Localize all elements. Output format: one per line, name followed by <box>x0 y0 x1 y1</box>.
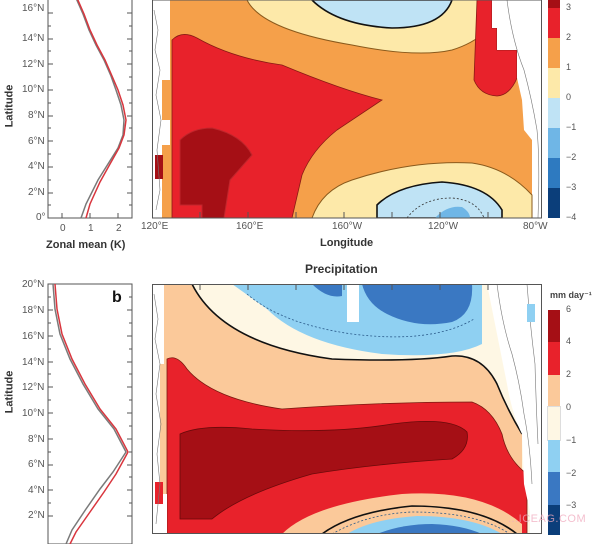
panel-b-y-axis-title: Latitude <box>3 370 16 414</box>
cbar-label: −1 <box>566 122 577 132</box>
cbar-label: −1 <box>566 435 577 445</box>
cbar-label: 0 <box>566 92 572 102</box>
cbar-label: 2 <box>566 32 572 42</box>
y-tick: 6°N <box>28 459 45 470</box>
y-tick: 8°N <box>28 434 45 445</box>
y-tick: 12°N <box>22 382 45 393</box>
zonal-x-tick: 2 <box>116 223 122 234</box>
cbar-label: 6 <box>566 304 572 314</box>
map-x-tick: 120°E <box>141 221 169 232</box>
y-tick: 14°N <box>22 33 45 44</box>
cbar-label: −3 <box>566 500 577 510</box>
y-tick: 2°N <box>28 187 45 198</box>
cbar-label: 4 <box>566 336 572 346</box>
panel-a-colorbar: 3 2 1 0 −1 −2 −3 −4 <box>548 0 588 225</box>
panel-b-zonal-mean-plot <box>47 283 133 544</box>
y-tick: 4°N <box>28 161 45 172</box>
cbar-label: −2 <box>566 152 577 162</box>
y-tick: 16°N <box>22 3 45 14</box>
map-x-tick: 160°W <box>332 221 363 232</box>
panel-a-zonal-mean-plot <box>47 0 133 219</box>
zonal-mean-x-axis-title: Zonal mean (K) <box>46 239 126 251</box>
panel-b-title: Precipitation <box>305 262 378 276</box>
y-tick: 16°N <box>22 331 45 342</box>
cbar-label: −2 <box>566 468 577 478</box>
y-tick: 8°N <box>28 110 45 121</box>
panel-a-y-axis-title: Latitude <box>3 84 16 128</box>
cbar-label: 0 <box>566 402 572 412</box>
y-tick: 18°N <box>22 305 45 316</box>
map-x-tick: 120°W <box>428 221 459 232</box>
panel-b-map <box>152 284 542 534</box>
cbar-label: 3 <box>566 2 572 12</box>
zonal-x-tick: 0 <box>60 223 66 234</box>
y-tick: 12°N <box>22 59 45 70</box>
y-tick: 10°N <box>22 84 45 95</box>
panel-b-colorbar-unit: mm day⁻¹ <box>550 290 592 300</box>
y-tick: 2°N <box>28 510 45 521</box>
map-x-axis-title: Longitude <box>320 237 374 249</box>
y-tick: 20°N <box>22 279 45 290</box>
y-tick: 0° <box>36 212 46 223</box>
y-tick: 10°N <box>22 408 45 419</box>
cbar-label: 1 <box>566 62 572 72</box>
y-tick: 4°N <box>28 485 45 496</box>
map-x-tick: 80°W <box>523 221 548 232</box>
watermark: ...ICEAG.COM <box>508 513 587 525</box>
cbar-label: 2 <box>566 369 572 379</box>
y-tick: 6°N <box>28 136 45 147</box>
cbar-label: −3 <box>566 182 577 192</box>
cbar-label: −4 <box>566 212 577 222</box>
zonal-x-tick: 1 <box>88 223 94 234</box>
map-x-tick: 160°E <box>236 221 264 232</box>
panel-b-colorbar: 6 4 2 0 −1 −2 −3 <box>547 304 588 535</box>
y-tick: 14°N <box>22 357 45 368</box>
panel-a-map <box>152 0 542 219</box>
panel-b-letter: b <box>112 289 122 306</box>
